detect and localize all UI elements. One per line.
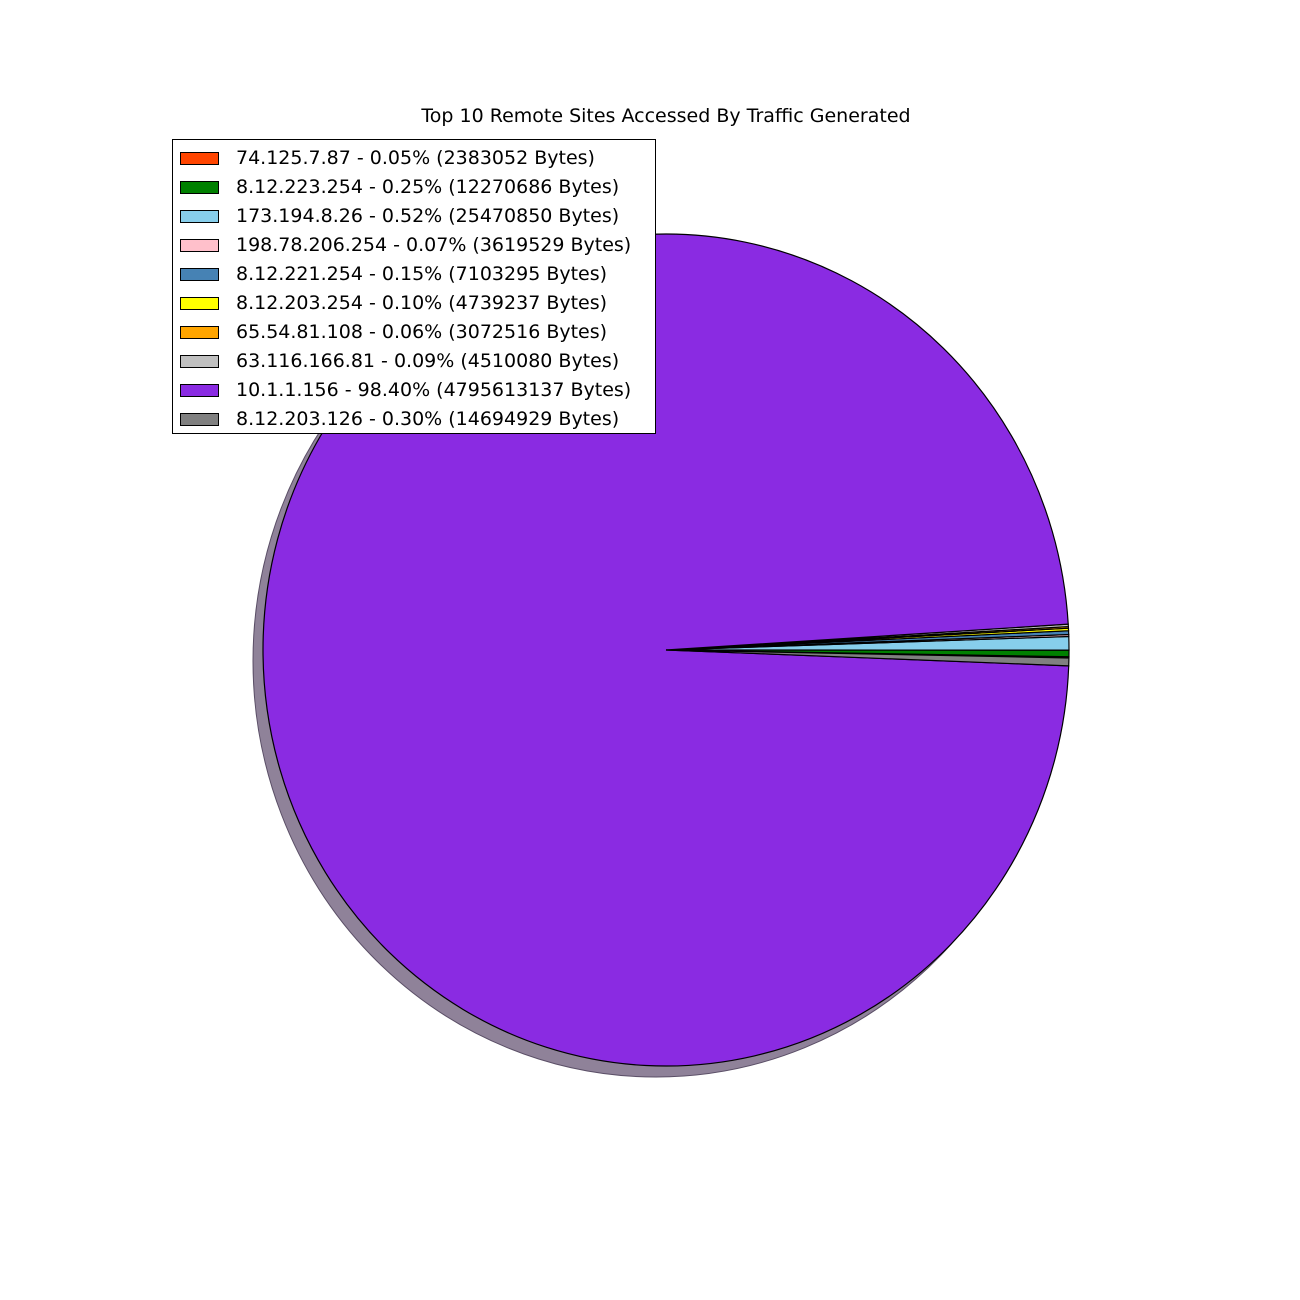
legend-label: 8.12.203.254 - 0.10% (4739237 Bytes): [236, 292, 608, 314]
legend-item: 10.1.1.156 - 98.40% (4795613137 Bytes): [180, 376, 656, 405]
legend-item: 198.78.206.254 - 0.07% (3619529 Bytes): [180, 231, 656, 260]
legend-swatch: [180, 413, 219, 426]
legend: 74.125.7.87 - 0.05% (2383052 Bytes) 8.12.…: [172, 139, 656, 434]
legend-item: 74.125.7.87 - 0.05% (2383052 Bytes): [180, 144, 656, 173]
legend-swatch: [180, 239, 219, 252]
chart-title: Top 10 Remote Sites Accessed By Traffic …: [421, 105, 911, 127]
legend-swatch: [180, 355, 219, 368]
pie-slice-9: [665, 649, 1070, 667]
legend-item: 65.54.81.108 - 0.06% (3072516 Bytes): [180, 318, 656, 347]
legend-item: 63.116.166.81 - 0.09% (4510080 Bytes): [180, 347, 656, 376]
legend-label: 8.12.203.126 - 0.30% (14694929 Bytes): [236, 408, 620, 430]
legend-swatch: [180, 181, 219, 194]
legend-label: 8.12.221.254 - 0.15% (7103295 Bytes): [236, 263, 608, 285]
legend-label: 65.54.81.108 - 0.06% (3072516 Bytes): [236, 321, 608, 343]
legend-label: 10.1.1.156 - 98.40% (4795613137 Bytes): [236, 379, 632, 401]
legend-swatch: [180, 152, 219, 165]
legend-item: 8.12.203.126 - 0.30% (14694929 Bytes): [180, 405, 656, 434]
legend-item: 8.12.203.254 - 0.10% (4739237 Bytes): [180, 289, 656, 318]
legend-label: 74.125.7.87 - 0.05% (2383052 Bytes): [236, 147, 595, 169]
legend-label: 173.194.8.26 - 0.52% (25470850 Bytes): [236, 205, 620, 227]
legend-label: 8.12.223.254 - 0.25% (12270686 Bytes): [236, 176, 620, 198]
legend-swatch: [180, 384, 219, 397]
legend-label: 198.78.206.254 - 0.07% (3619529 Bytes): [236, 234, 632, 256]
legend-item: 8.12.221.254 - 0.15% (7103295 Bytes): [180, 260, 656, 289]
legend-item: 173.194.8.26 - 0.52% (25470850 Bytes): [180, 202, 656, 231]
pie-slices: [262, 233, 1070, 1067]
legend-swatch: [180, 268, 219, 281]
legend-swatch: [180, 297, 219, 310]
pie-slice-8: [262, 233, 1070, 1067]
legend-label: 63.116.166.81 - 0.09% (4510080 Bytes): [236, 350, 620, 372]
legend-swatch: [180, 326, 219, 339]
legend-item: 8.12.223.254 - 0.25% (12270686 Bytes): [180, 173, 656, 202]
legend-swatch: [180, 210, 219, 223]
